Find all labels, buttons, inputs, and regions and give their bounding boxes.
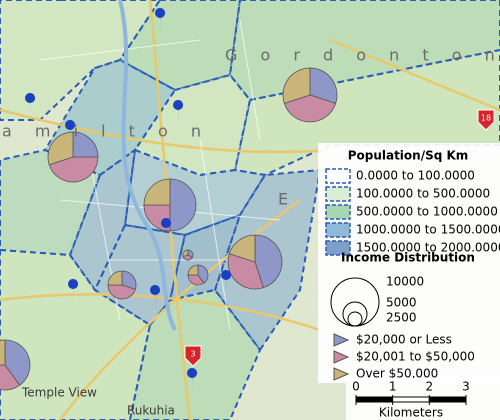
place-label: E: [278, 190, 297, 209]
pie-symbols: [0, 67, 338, 391]
legend-label: $20,001 to $50,000: [356, 350, 475, 364]
pie-slice: [227, 253, 264, 290]
road: [0, 293, 321, 332]
pie-slice: [47, 131, 74, 166]
legend-swatch: [325, 204, 351, 220]
legend-label: 1000.0000 to 1500.0000: [356, 223, 500, 237]
scale-tick-label: 2: [426, 380, 434, 394]
marker: [65, 120, 76, 146]
pie-slice: [282, 67, 311, 104]
size-circle: [347, 311, 363, 327]
scale-segment: [392, 396, 430, 403]
pie-slice: [283, 94, 337, 123]
scale-tick-label: 1: [389, 380, 397, 394]
legend-size-circles: [330, 277, 380, 327]
pie-slice: [254, 234, 283, 289]
pie-slice: [182, 249, 189, 258]
place-label: a m i l t o n: [2, 122, 210, 141]
legend-title: Income Distribution: [341, 251, 475, 265]
shield-label: 3: [190, 350, 195, 359]
legend-population: 0.0000 to 100.0000 100.0000 to 500.0000 50…: [325, 168, 500, 256]
legend-label: Over $50,000: [356, 367, 438, 381]
legend-label: 0.0000 to 100.0000: [356, 169, 475, 183]
marker: [221, 270, 232, 296]
legend-label: 500.0000 to 1000.0000: [356, 205, 498, 219]
road: [0, 108, 331, 154]
pie-slice: [309, 67, 338, 104]
size-label: 2500: [386, 311, 417, 325]
pie-slice: [0, 364, 21, 391]
river: [118, 0, 177, 331]
road: [59, 199, 301, 420]
legend-income: $20,000 or Less $20,001 to $50,000 Over $5…: [333, 333, 475, 381]
marker: [173, 100, 184, 126]
region: [0, 248, 152, 420]
pie-slice: [0, 339, 6, 366]
pie-slice: [197, 264, 209, 284]
legend-label: $20,000 or Less: [356, 333, 452, 347]
pie-slice: [169, 178, 197, 232]
pie-slice: [107, 284, 136, 300]
size-label: 10000: [386, 275, 424, 289]
pie-slice: [228, 234, 256, 263]
scale-bar: 0 1 2 3 Kilometers: [352, 380, 470, 420]
pie-slice: [72, 131, 99, 158]
place-label: Rukuhia: [127, 404, 175, 418]
road: [329, 38, 500, 112]
shield-label: 18: [481, 114, 491, 123]
legend-title: Population/Sq Km: [348, 149, 469, 163]
place-label: G o r d o n t o n: [225, 46, 500, 65]
legend-swatch: [333, 333, 350, 347]
pie-slice: [107, 270, 123, 286]
size-label: 5000: [386, 296, 417, 310]
pie-slice: [4, 339, 31, 386]
marker: [155, 8, 166, 34]
pie-slice: [48, 156, 99, 183]
scale-tick-label: 3: [462, 380, 470, 394]
scale-unit: Kilometers: [379, 406, 443, 420]
legend-swatch: [333, 350, 350, 364]
road-shield: [477, 109, 495, 131]
legend-swatch: [325, 240, 351, 256]
legend-swatch: [325, 222, 351, 238]
scale-segment: [355, 396, 394, 403]
pie-slice: [143, 178, 171, 206]
place-label: Temple View: [21, 386, 97, 400]
marker: [161, 218, 172, 244]
pie-slice: [187, 274, 205, 286]
marker: [68, 279, 79, 305]
pie-slice: [121, 270, 137, 290]
marker: [150, 285, 161, 311]
road-shield: [184, 345, 202, 367]
marker: [187, 368, 198, 394]
marker: [25, 93, 36, 119]
scale-tick-label: 0: [352, 380, 360, 394]
legend-swatch: [333, 367, 350, 381]
legend-label: 1500.0000 to 2000.0000: [356, 241, 500, 255]
pie-slice: [187, 264, 199, 276]
legend-label: 100.0000 to 500.0000: [356, 187, 490, 201]
legend-swatch: [325, 168, 351, 184]
legend-swatch: [325, 186, 351, 202]
scale-segment: [428, 396, 467, 403]
markers: [25, 8, 232, 394]
